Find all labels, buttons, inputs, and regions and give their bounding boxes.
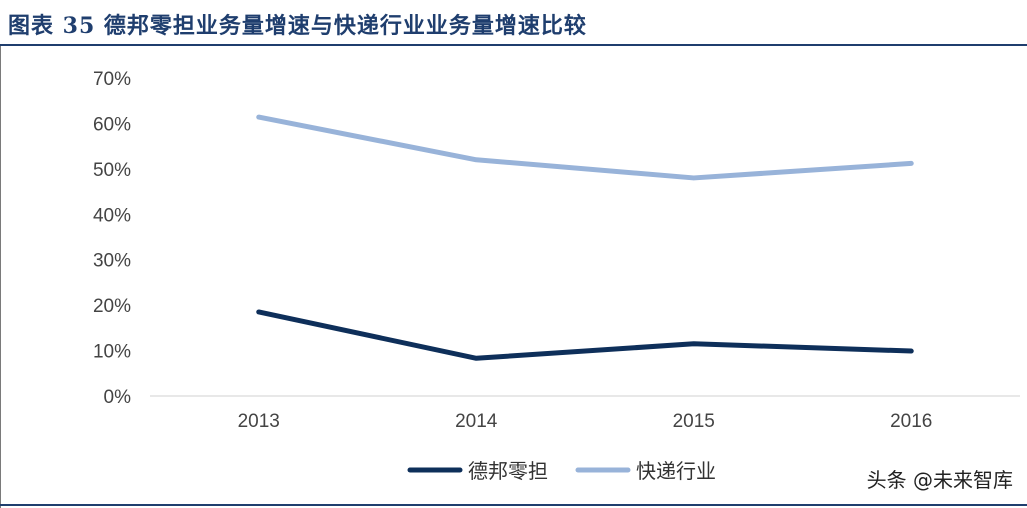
y-tick-label: 30% [93,251,131,272]
series-line-2 [256,114,914,181]
bottom-divider [0,504,1027,506]
x-tick-label: 2013 [238,411,280,432]
left-border [0,46,1,508]
watermark-text: 头条 @未来智库 [866,468,1013,492]
legend-label: 德邦零担 [468,460,548,483]
x-axis-labels: 2013 2014 2015 2016 [238,411,933,432]
x-tick-label: 2015 [673,411,715,432]
y-tick-label: 60% [93,114,131,135]
y-tick-label: 70% [93,69,131,90]
y-tick-label: 10% [93,342,131,363]
figure-title: 图表 35 德邦零担业务量增速与快递行业业务量增速比较 [8,13,587,39]
legend-label: 快递行业 [636,460,716,483]
y-tick-label: 40% [93,205,131,226]
y-tick-label: 50% [93,160,131,181]
x-tick-label: 2016 [890,411,932,432]
y-axis-labels: 0% 10% 20% 30% 40% 50% 60% 70% [93,69,131,408]
y-tick-label: 20% [93,296,131,317]
series-line-1 [256,309,914,361]
x-tick-label: 2014 [455,411,498,432]
y-tick-label: 0% [104,387,132,408]
series-lines [256,114,914,361]
title-divider [0,44,1027,46]
legend: 德邦零担 快递行业 [407,460,716,483]
